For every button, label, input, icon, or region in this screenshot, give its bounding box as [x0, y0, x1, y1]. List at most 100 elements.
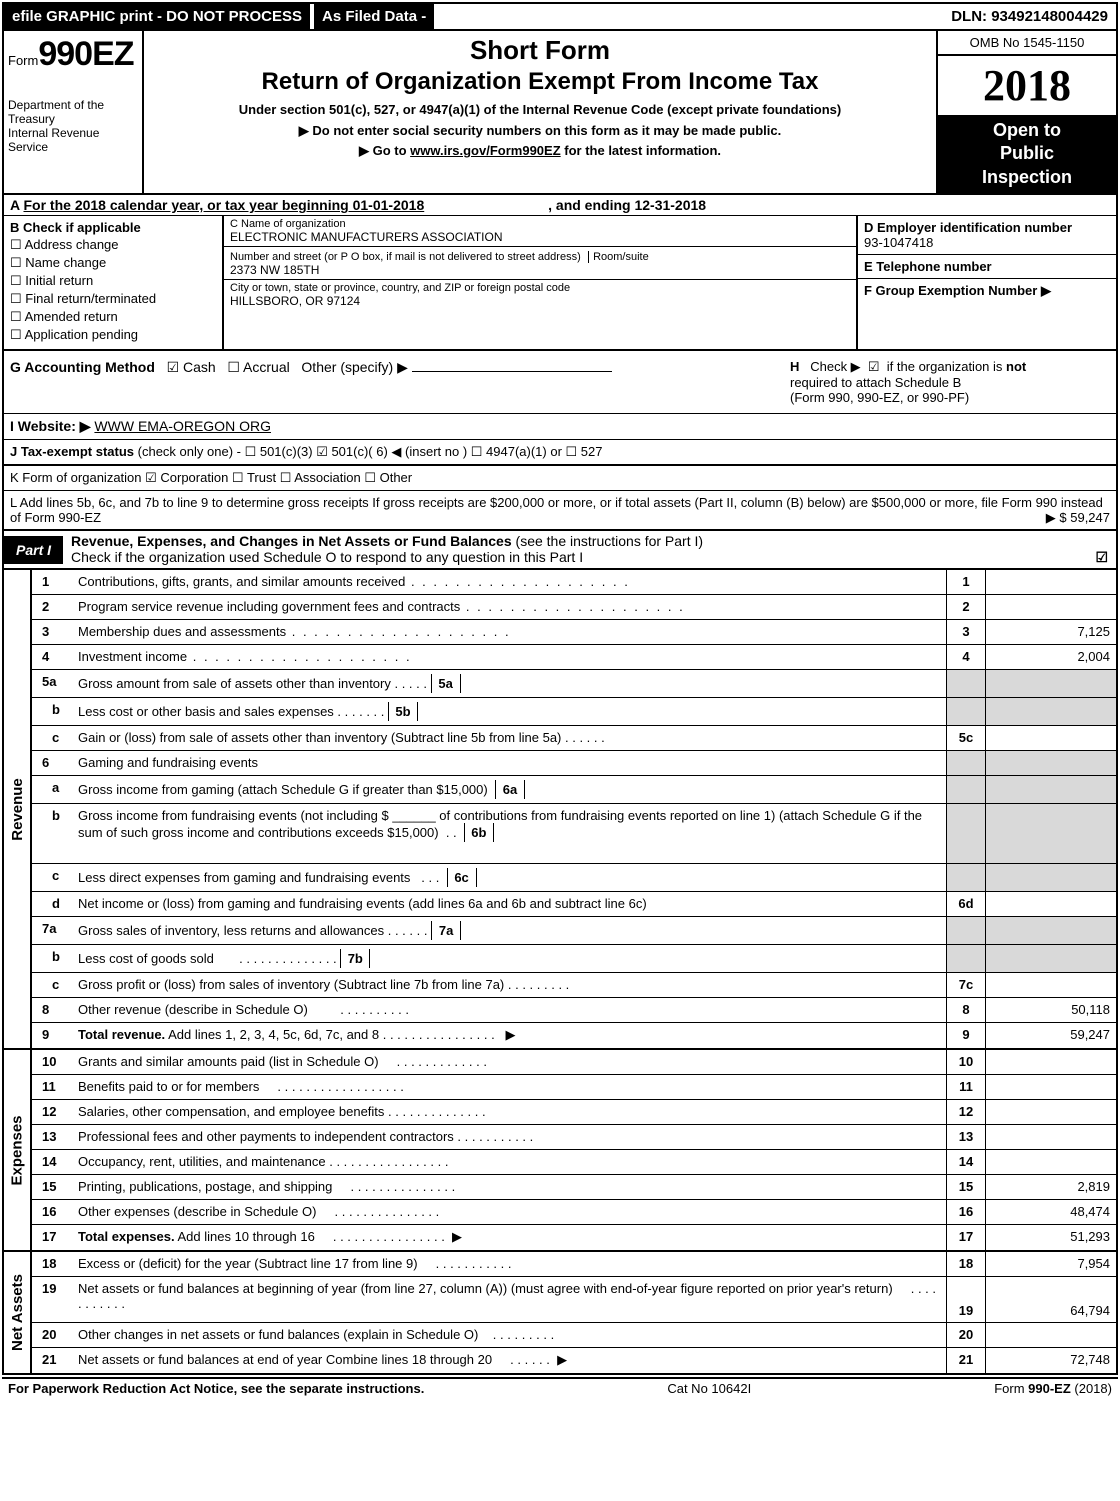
- section-k: K Form of organization ☑ Corporation ☐ T…: [4, 464, 1116, 490]
- line-6c: cLess direct expenses from gaming and fu…: [32, 864, 1116, 892]
- expenses-block: Expenses 10Grants and similar amounts pa…: [4, 1048, 1116, 1250]
- form-container: efile GRAPHIC print - DO NOT PROCESS As …: [2, 2, 1118, 1375]
- line-3: 3Membership dues and assessments37,125: [32, 620, 1116, 645]
- line-4: 4Investment income42,004: [32, 645, 1116, 670]
- open3: Inspection: [942, 166, 1112, 189]
- instruction-1: ▶ Do not enter social security numbers o…: [148, 123, 932, 139]
- f-row: F Group Exemption Number ▶: [858, 279, 1116, 303]
- room-label: Room/suite: [588, 251, 649, 263]
- part1-checked: ☑: [1095, 549, 1108, 566]
- form-number: Form990EZ: [8, 35, 138, 74]
- part1-title: Revenue, Expenses, and Changes in Net As…: [63, 531, 1116, 568]
- netassets-label: Net Assets: [4, 1252, 32, 1373]
- part1-header: Part I Revenue, Expenses, and Changes in…: [4, 529, 1116, 569]
- city-label: City or town, state or province, country…: [230, 282, 850, 294]
- section-c: C Name of organization ELECTRONIC MANUFA…: [224, 216, 856, 349]
- paperwork-notice: For Paperwork Reduction Act Notice, see …: [8, 1381, 424, 1396]
- g-accrual[interactable]: ☐ Accrual: [227, 359, 289, 375]
- b-title: B Check if applicable: [10, 220, 216, 235]
- line-12: 12Salaries, other compensation, and empl…: [32, 1100, 1116, 1125]
- form-prefix: Form: [8, 53, 38, 68]
- website-value: WWW EMA-OREGON ORG: [94, 418, 271, 434]
- row-a-prefix: A: [10, 197, 20, 213]
- netassets-block: Net Assets 18Excess or (deficit) for the…: [4, 1250, 1116, 1373]
- line-8: 8Other revenue (describe in Schedule O) …: [32, 998, 1116, 1023]
- line-10: 10Grants and similar amounts paid (list …: [32, 1050, 1116, 1075]
- line-7b: bLess cost of goods sold . . . . . . . .…: [32, 945, 1116, 973]
- efile-label: efile GRAPHIC print - DO NOT PROCESS: [4, 4, 310, 29]
- f-label: F Group Exemption Number ▶: [864, 283, 1051, 298]
- revenue-lines: 1Contributions, gifts, grants, and simil…: [32, 570, 1116, 1048]
- ein-value: 93-1047418: [864, 235, 1110, 250]
- section-g: G Accounting Method ☑ Cash ☐ Accrual Oth…: [4, 349, 1116, 413]
- d-row: D Employer identification number 93-1047…: [858, 216, 1116, 255]
- open-to-public: Open to Public Inspection: [938, 115, 1116, 193]
- form-number-col: Form990EZ Department of the Treasury Int…: [4, 31, 144, 193]
- return-title: Return of Organization Exempt From Incom…: [148, 68, 932, 96]
- part1-tab: Part I: [4, 536, 63, 564]
- line-19: 19Net assets or fund balances at beginni…: [32, 1277, 1116, 1323]
- part1-check-text: Check if the organization used Schedule …: [71, 549, 583, 565]
- c-city-row: City or town, state or province, country…: [224, 280, 856, 310]
- line-7a: 7aGross sales of inventory, less returns…: [32, 917, 1116, 945]
- h-text3: (Form 990, 990-EZ, or 990-PF): [790, 390, 1110, 405]
- h-text1: H Check ▶ ☑ if the organization is not: [790, 359, 1110, 375]
- irs-label: Internal Revenue Service: [8, 126, 138, 154]
- revenue-block: Revenue 1Contributions, gifts, grants, a…: [4, 569, 1116, 1048]
- dept-treasury: Department of the Treasury: [8, 98, 138, 126]
- form-ref: Form 990-EZ (2018): [994, 1381, 1112, 1396]
- line-21: 21Net assets or fund balances at end of …: [32, 1348, 1116, 1373]
- line-11: 11Benefits paid to or for members . . . …: [32, 1075, 1116, 1100]
- line-6d: dNet income or (loss) from gaming and fu…: [32, 892, 1116, 917]
- line-15: 15Printing, publications, postage, and s…: [32, 1175, 1116, 1200]
- irs-link[interactable]: www.irs.gov/Form990EZ: [410, 143, 561, 158]
- e-label: E Telephone number: [864, 259, 1110, 274]
- top-bar: efile GRAPHIC print - DO NOT PROCESS As …: [4, 4, 1116, 29]
- as-filed-label: As Filed Data -: [314, 4, 434, 29]
- instruction-2: ▶ Go to www.irs.gov/Form990EZ for the la…: [148, 143, 932, 159]
- street-address: 2373 NW 185TH: [230, 263, 850, 277]
- right-col: OMB No 1545-1150 2018 Open to Public Ins…: [936, 31, 1116, 193]
- line-14: 14Occupancy, rent, utilities, and mainte…: [32, 1150, 1116, 1175]
- part1-title-text: Revenue, Expenses, and Changes in Net As…: [71, 533, 512, 549]
- section-j: J Tax-exempt status (check only one) - ☐…: [4, 439, 1116, 464]
- g-cash[interactable]: ☑ Cash: [167, 359, 216, 375]
- chk-final-return[interactable]: ☐ Final return/terminated: [10, 291, 216, 307]
- line-20: 20Other changes in net assets or fund ba…: [32, 1323, 1116, 1348]
- g-label: G Accounting Method: [10, 359, 155, 375]
- c-name-row: C Name of organization ELECTRONIC MANUFA…: [224, 216, 856, 247]
- section-def: D Employer identification number 93-1047…: [856, 216, 1116, 349]
- line-18: 18Excess or (deficit) for the year (Subt…: [32, 1252, 1116, 1277]
- line-2: 2Program service revenue including gover…: [32, 595, 1116, 620]
- section-l: L Add lines 5b, 6c, and 7b to line 9 to …: [4, 490, 1116, 529]
- chk-application-pending[interactable]: ☐ Application pending: [10, 327, 216, 343]
- title-col: Short Form Return of Organization Exempt…: [144, 31, 936, 193]
- line-5c: cGain or (loss) from sale of assets othe…: [32, 726, 1116, 751]
- section-b: B Check if applicable ☐ Address change ☐…: [4, 216, 224, 349]
- open2: Public: [942, 142, 1112, 165]
- c-addr-row: Number and street (or P O box, if mail i…: [224, 247, 856, 280]
- part1-sub: (see the instructions for Part I): [516, 533, 704, 549]
- addr-label: Number and street (or P O box, if mail i…: [230, 251, 581, 263]
- chk-address-change[interactable]: ☐ Address change: [10, 237, 216, 253]
- form-header: Form990EZ Department of the Treasury Int…: [4, 29, 1116, 193]
- dln-label: DLN: 93492148004429: [943, 4, 1116, 29]
- g-left: G Accounting Method ☑ Cash ☐ Accrual Oth…: [10, 359, 790, 405]
- chk-amended[interactable]: ☐ Amended return: [10, 309, 216, 325]
- g-other[interactable]: Other (specify) ▶: [301, 359, 407, 375]
- city-state-zip: HILLSBORO, OR 97124: [230, 294, 850, 308]
- chk-initial-return[interactable]: ☐ Initial return: [10, 273, 216, 289]
- i-label: I Website: ▶: [10, 418, 91, 434]
- line-7c: cGross profit or (loss) from sales of in…: [32, 973, 1116, 998]
- row-a: A For the 2018 calendar year, or tax yea…: [4, 193, 1116, 215]
- h-text2: required to attach Schedule B: [790, 375, 1110, 390]
- cat-no: Cat No 10642I: [667, 1381, 751, 1396]
- omb-number: OMB No 1545-1150: [938, 31, 1116, 56]
- line-5b: bLess cost or other basis and sales expe…: [32, 698, 1116, 726]
- short-form-title: Short Form: [148, 35, 932, 66]
- d-label: D Employer identification number: [864, 220, 1110, 235]
- row-a-ending: , and ending 12-31-2018: [548, 197, 706, 213]
- chk-name-change[interactable]: ☐ Name change: [10, 255, 216, 271]
- topbar-left: efile GRAPHIC print - DO NOT PROCESS As …: [4, 4, 434, 29]
- line-9: 9Total revenue. Add lines 1, 2, 3, 4, 5c…: [32, 1023, 1116, 1048]
